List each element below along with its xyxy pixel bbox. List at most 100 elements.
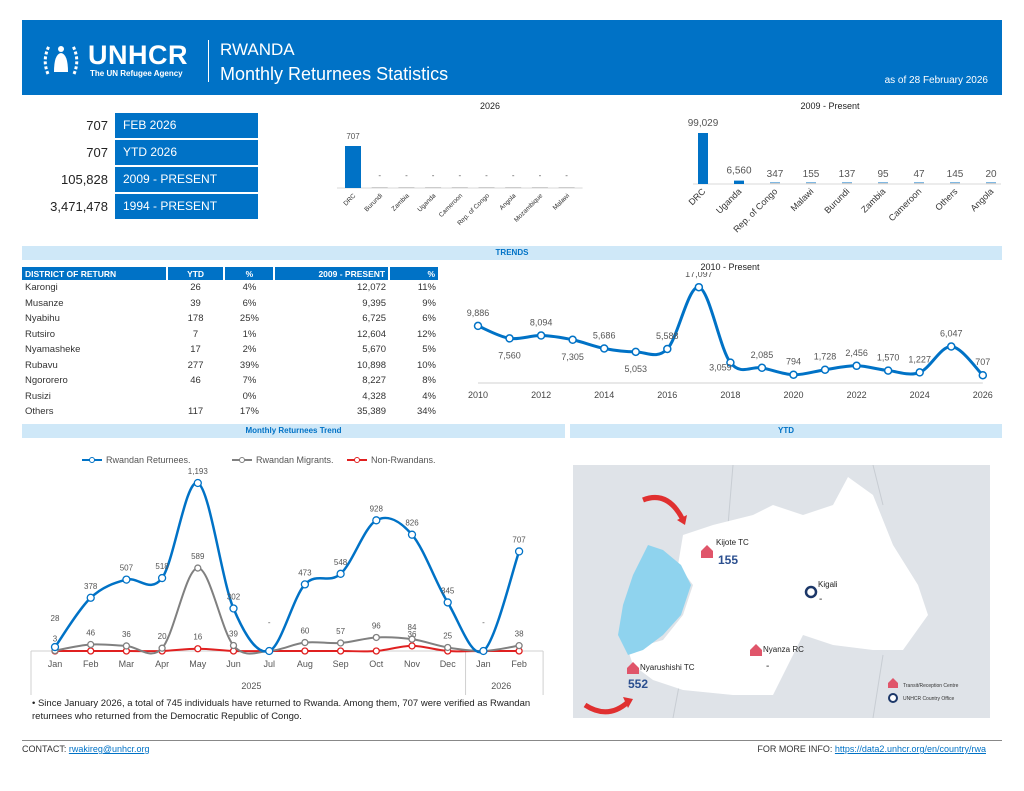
table-cell: 5% (422, 344, 436, 356)
bar (345, 146, 361, 188)
data-label: 3 (53, 635, 58, 644)
data-label: - (268, 618, 271, 627)
data-label: 46 (86, 629, 95, 638)
x-tick-label: 2018 (720, 390, 740, 400)
x-tick-label: Apr (155, 659, 169, 669)
summary-label: 2009 - PRESENT (115, 167, 258, 192)
svg-text:UNHCR Country Office: UNHCR Country Office (903, 696, 955, 702)
table-row: Ngororero 46 7% 8,227 8% (22, 373, 439, 389)
data-label: 20 (985, 169, 997, 180)
data-label: 707 (346, 132, 360, 141)
data-label: 145 (947, 169, 964, 180)
table-cell: 17% (239, 406, 259, 418)
data-point (631, 347, 640, 357)
data-point (568, 335, 577, 345)
line-chart-2010-present: 9,886 7,560 8,094 7,305 5,686 5,053 5,588 17,09… (467, 272, 993, 400)
x-tick-label: Sep (333, 659, 349, 669)
table-cell: 1% (242, 328, 257, 340)
svg-text:155: 155 (718, 553, 738, 567)
data-point (978, 370, 988, 380)
data-label: 7,560 (498, 350, 521, 360)
table-row: Nyamasheke 17 2% 5,670 5% (22, 342, 439, 358)
data-label: 378 (84, 582, 98, 591)
data-point (301, 647, 309, 655)
data-label: - (405, 171, 408, 180)
table-cell: 6,725 (362, 313, 387, 325)
table-cell: 4% (242, 282, 257, 294)
line-chart-monthly-returnees: Rwandan Returnees. Rwandan Migrants. Non-R… (30, 455, 544, 695)
data-label: 155 (803, 169, 820, 180)
legend-marker (239, 457, 245, 463)
data-label: 7,305 (561, 352, 584, 362)
map-legend: Transit/Reception Centre UNHCR Country O… (888, 678, 959, 703)
x-tick-label: 2026 (973, 390, 993, 400)
data-label: - (485, 171, 488, 180)
table-cell: 2% (242, 344, 257, 356)
summary-label: FEB 2026 (115, 113, 258, 138)
summary-label: YTD 2026 (115, 140, 258, 165)
data-label: 548 (334, 558, 348, 567)
data-label: - (378, 171, 381, 180)
summary-value: 707 (86, 145, 108, 160)
table-row: Karongi 26 4% 12,072 11% (22, 280, 439, 296)
data-point (883, 366, 893, 375)
data-label: 95 (877, 169, 889, 180)
arrow-icon (583, 700, 630, 715)
section-monthly-trend: Monthly Returnees Trend (22, 424, 565, 438)
table-cell: 4% (422, 390, 436, 402)
x-tick-label: 2012 (531, 390, 551, 400)
x-tick-label: 2020 (783, 390, 803, 400)
data-point (372, 647, 380, 655)
category-label: Zambia (859, 186, 887, 214)
data-point (408, 635, 416, 643)
chart-title-2009-present: 2009 - Present (800, 101, 860, 111)
table-row: Rusizi 0% 4,328 4% (22, 389, 439, 405)
data-label: 137 (839, 169, 856, 180)
table-cell: 39 (190, 297, 201, 309)
legend-label: Rwandan Returnees. (106, 455, 191, 465)
data-label: 302 (227, 592, 241, 601)
contact-email-link[interactable]: rwakireg@unhcr.org (68, 744, 150, 754)
data-label: 16 (193, 633, 202, 642)
table-cell: 11% (417, 282, 436, 294)
table-cell: 8,227 (362, 375, 387, 387)
table-cell: Musanze (25, 297, 64, 309)
x-tick-label: Mar (119, 659, 135, 669)
more-info-link[interactable]: https://data2.unhcr.org/en/country/rwa (834, 744, 986, 754)
category-label: Others (933, 186, 960, 213)
data-label: - (458, 171, 461, 180)
data-label: 2,456 (845, 348, 868, 358)
table-cell: 8% (422, 375, 436, 387)
section-ytd: YTD (570, 424, 1002, 438)
data-label: 589 (191, 552, 205, 561)
data-label: 473 (298, 568, 312, 577)
data-point (789, 370, 798, 379)
table-row: Rutsiro 7 1% 12,604 12% (22, 327, 439, 343)
as-of-date: as of 28 February 2026 (884, 75, 988, 86)
table-cell: 4,328 (362, 390, 387, 402)
group-label: 2026 (491, 681, 511, 691)
category-label: Mozambique (513, 192, 545, 224)
legend-marker (89, 457, 95, 463)
data-point (157, 573, 167, 583)
data-point (194, 645, 202, 653)
svg-text:Nyanza RC: Nyanza RC (763, 645, 804, 654)
data-label: 507 (120, 564, 134, 573)
table-cell: 7% (242, 375, 257, 387)
district-table: DISTRICT OF RETURN YTD % 2009 - PRESENT … (22, 267, 440, 420)
data-label: 39 (229, 630, 238, 639)
table-cell: Rutsiro (25, 328, 56, 340)
group-label: 2025 (241, 681, 261, 691)
data-point (473, 321, 483, 331)
data-point (820, 365, 830, 374)
summary-label: 1994 - PRESENT (115, 194, 258, 219)
x-tick-label: 2022 (847, 390, 867, 400)
footnote: • Since January 2026, a total of 745 ind… (32, 698, 531, 722)
data-label: - (482, 618, 485, 627)
data-point (193, 478, 202, 488)
arrow-icon (642, 495, 686, 522)
bar (698, 133, 708, 184)
data-label: 707 (512, 535, 526, 544)
table-cell: 178 (187, 313, 204, 325)
data-point (514, 547, 524, 556)
